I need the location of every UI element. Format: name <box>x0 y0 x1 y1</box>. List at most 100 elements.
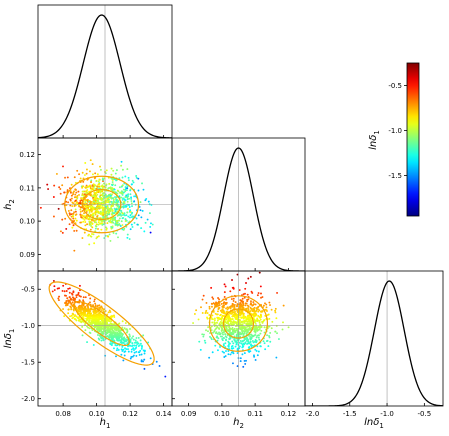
scatter-point <box>250 337 253 340</box>
scatter-point <box>84 296 87 299</box>
scatter-point <box>139 201 142 204</box>
scatter-point <box>259 345 262 348</box>
scatter-point <box>70 209 73 212</box>
scatter-point <box>125 340 127 343</box>
scatter-point <box>241 353 244 356</box>
scatter-point <box>61 218 64 221</box>
scatter-point <box>83 312 86 315</box>
scatter-point <box>231 347 234 350</box>
scatter-point <box>58 287 60 290</box>
scatter-point <box>241 343 244 346</box>
scatter-point <box>142 360 145 363</box>
scatter-point <box>70 292 73 295</box>
scatter-point <box>112 337 114 340</box>
scatter-point <box>129 193 132 196</box>
scatter-point <box>130 216 133 219</box>
scatter-point <box>53 289 56 291</box>
scatter-point <box>251 310 254 313</box>
scatter-point <box>90 210 93 213</box>
scatter-point <box>123 327 126 330</box>
scatter-point <box>213 319 216 322</box>
scatter-point <box>229 318 232 321</box>
scatter-point <box>125 214 128 217</box>
scatter-point <box>140 216 143 219</box>
marginal-panel-h1 <box>37 4 173 139</box>
scatter-point <box>210 302 213 305</box>
scatter-point <box>232 320 235 323</box>
scatter-point <box>68 299 71 302</box>
scatter-point <box>114 172 117 175</box>
scatter-point <box>126 233 129 236</box>
scatter-point <box>102 192 105 195</box>
scatter-point <box>132 181 135 184</box>
scatter-point <box>223 291 226 294</box>
scatter-point <box>214 344 217 347</box>
scatter-point <box>67 287 70 290</box>
scatter-point <box>87 234 90 237</box>
scatter-point <box>74 210 77 213</box>
scatter-point <box>84 221 87 223</box>
scatter-point <box>236 305 239 308</box>
scatter-point <box>99 222 102 225</box>
scatter-point <box>101 208 104 210</box>
scatter-point <box>97 228 99 230</box>
scatter-point <box>78 294 81 297</box>
colorbar-tick-label: -1.0 <box>388 127 402 135</box>
scatter-point <box>126 187 129 190</box>
scatter-point <box>96 208 99 211</box>
scatter-point <box>115 232 118 235</box>
scatter-point <box>76 169 79 172</box>
scatter-point <box>81 186 84 189</box>
scatter-point <box>75 191 78 194</box>
scatter-point <box>100 309 103 311</box>
scatter-point <box>95 223 98 226</box>
scatter-point <box>74 208 77 211</box>
scatter-point <box>100 315 103 318</box>
scatter-point <box>119 334 122 337</box>
scatter-point <box>260 296 262 299</box>
scatter-point <box>120 348 123 351</box>
scatter-point <box>97 337 100 340</box>
scatter-point <box>80 197 83 200</box>
scatter-point <box>120 164 123 167</box>
scatter-point <box>111 315 114 317</box>
scatter-point <box>143 349 146 352</box>
scatter-point <box>216 310 219 313</box>
scatter-point <box>122 348 125 351</box>
scatter-point <box>242 293 245 296</box>
scatter-point <box>75 315 78 318</box>
scatter-point <box>253 334 256 337</box>
scatter-point <box>131 342 134 345</box>
scatter-point <box>210 337 213 339</box>
scatter-point <box>259 285 262 288</box>
scatter-point <box>127 215 130 218</box>
scatter-point <box>255 328 258 331</box>
scatter-point <box>232 300 235 302</box>
scatter-point <box>282 321 284 324</box>
scatter-point <box>240 326 243 329</box>
scatter-point <box>61 231 64 234</box>
scatter-point <box>228 316 231 319</box>
scatter-point <box>259 332 262 335</box>
scatter-point <box>243 319 246 322</box>
scatter-point <box>101 307 104 310</box>
scatter-point <box>244 338 247 340</box>
scatter-point <box>98 190 101 193</box>
scatter-point <box>103 220 106 222</box>
scatter-point <box>239 332 242 335</box>
scatter-point <box>96 304 99 307</box>
scatter-point <box>147 200 150 203</box>
scatter-point <box>109 334 112 337</box>
scatter-point <box>119 213 122 216</box>
scatter-point <box>249 338 252 341</box>
scatter-point <box>124 322 127 324</box>
scatter-point <box>93 194 95 197</box>
scatter-point <box>104 172 107 175</box>
scatter-point <box>267 313 270 316</box>
scatter-point <box>269 340 272 343</box>
scatter-point <box>76 202 78 205</box>
scatter-point <box>271 320 274 323</box>
scatter-point <box>211 351 214 354</box>
scatter-point <box>247 308 250 311</box>
scatter-point <box>142 188 145 191</box>
